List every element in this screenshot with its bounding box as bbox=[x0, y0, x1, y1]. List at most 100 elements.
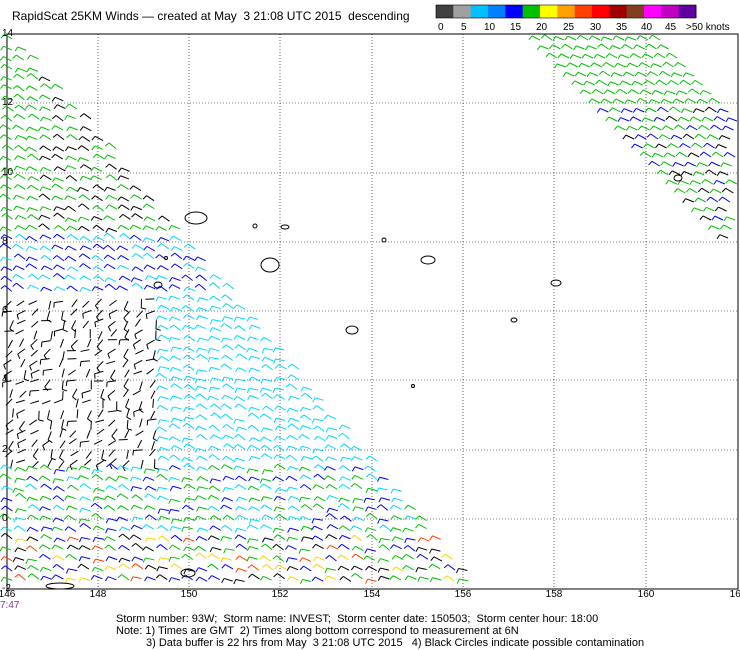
wind-barb bbox=[622, 134, 635, 140]
wind-barb bbox=[155, 574, 168, 580]
wind-barb bbox=[94, 349, 103, 356]
wind-barb bbox=[234, 527, 247, 534]
wind-barb bbox=[633, 44, 645, 50]
wind-barb bbox=[143, 505, 156, 511]
wind-barb bbox=[144, 576, 156, 582]
wind-barb bbox=[12, 124, 24, 131]
wind-barb bbox=[168, 577, 181, 583]
wind-barb bbox=[169, 526, 181, 532]
wind-barb bbox=[196, 527, 209, 533]
wind-barb bbox=[38, 274, 51, 280]
legend-tick-label: 15 bbox=[510, 22, 522, 33]
wind-barb bbox=[169, 454, 181, 461]
wind-barb bbox=[672, 162, 684, 167]
wind-barb bbox=[272, 476, 284, 482]
latitude-label: 12 bbox=[2, 97, 14, 108]
wind-barb bbox=[561, 43, 573, 50]
wind-barb bbox=[233, 578, 245, 585]
wind-barb bbox=[25, 126, 38, 132]
wind-barb bbox=[196, 506, 208, 512]
wind-barb bbox=[622, 71, 635, 77]
wind-barb bbox=[704, 169, 717, 176]
wind-barb bbox=[76, 186, 89, 192]
wind-barb bbox=[680, 108, 693, 114]
wind-barb bbox=[2, 105, 14, 112]
wind-barb bbox=[298, 496, 311, 503]
longitude-label: 154 bbox=[364, 589, 381, 600]
wind-barb bbox=[64, 526, 77, 532]
wind-barb bbox=[92, 184, 105, 191]
wind-barb bbox=[554, 63, 566, 69]
wind-barb bbox=[208, 464, 220, 471]
wind-barb bbox=[135, 349, 144, 355]
wind-barb bbox=[144, 537, 157, 543]
latitude-label: 8 bbox=[2, 236, 8, 247]
island-outline bbox=[252, 223, 258, 229]
wind-barb bbox=[287, 576, 299, 581]
wind-barb bbox=[298, 466, 311, 472]
wind-barb bbox=[708, 225, 720, 231]
wind-barb bbox=[326, 507, 339, 513]
wind-barb bbox=[66, 536, 79, 542]
wind-barb bbox=[90, 420, 92, 430]
wind-barb bbox=[259, 478, 272, 484]
wind-barb bbox=[194, 256, 206, 262]
wind-barb bbox=[675, 151, 688, 158]
wind-barb bbox=[103, 254, 116, 261]
wind-barb bbox=[74, 329, 77, 339]
wind-barb bbox=[1, 144, 14, 151]
wind-barb bbox=[87, 338, 92, 348]
wind-barb bbox=[675, 90, 688, 96]
wind-barb bbox=[246, 468, 258, 474]
wind-barb bbox=[208, 575, 220, 581]
wind-barb bbox=[260, 504, 273, 510]
wind-barb bbox=[234, 434, 246, 441]
wind-barb bbox=[350, 456, 363, 462]
wind-barb bbox=[149, 380, 156, 388]
wind-barb bbox=[157, 557, 170, 563]
wind-barb bbox=[627, 89, 640, 95]
wind-barb bbox=[583, 80, 595, 86]
wind-barb bbox=[716, 171, 729, 177]
wind-barb bbox=[376, 476, 389, 482]
wind-barb bbox=[208, 485, 221, 492]
longitude-label: 160 bbox=[638, 589, 655, 600]
wind-barb bbox=[299, 565, 312, 572]
wind-barb bbox=[118, 563, 131, 570]
wind-barb bbox=[131, 266, 144, 272]
wind-barb bbox=[107, 440, 117, 446]
wind-barb bbox=[16, 300, 25, 307]
wind-barb bbox=[235, 543, 248, 550]
wind-barb bbox=[47, 431, 53, 444]
wind-barb bbox=[131, 516, 143, 522]
wind-barb bbox=[233, 304, 246, 310]
wind-barb bbox=[312, 503, 325, 510]
wind-barb bbox=[706, 134, 719, 140]
wind-barb bbox=[208, 454, 220, 461]
wind-barb bbox=[234, 484, 247, 490]
wind-barb bbox=[91, 254, 104, 262]
wind-barb bbox=[720, 224, 732, 230]
wind-barb bbox=[92, 236, 105, 242]
wind-barb bbox=[169, 235, 182, 241]
wind-barb bbox=[116, 516, 128, 522]
wind-barb bbox=[0, 226, 12, 232]
wind-barb bbox=[67, 369, 76, 376]
wind-barb bbox=[259, 555, 271, 562]
wind-barb bbox=[41, 400, 51, 405]
wind-barb bbox=[655, 79, 668, 86]
wind-barb bbox=[38, 193, 51, 200]
wind-barb bbox=[31, 308, 39, 316]
longitude-label: 146 bbox=[0, 589, 16, 600]
wind-barb bbox=[377, 575, 390, 581]
wind-barb bbox=[77, 225, 90, 232]
wind-barb bbox=[260, 444, 272, 452]
wind-barb bbox=[92, 496, 105, 502]
wind-barb bbox=[248, 505, 260, 512]
wind-barb bbox=[183, 384, 196, 391]
wind-barb bbox=[28, 504, 40, 510]
wind-barb bbox=[685, 188, 698, 194]
wind-barb bbox=[721, 125, 734, 131]
wind-barb bbox=[0, 134, 12, 140]
wind-barb bbox=[90, 502, 103, 510]
